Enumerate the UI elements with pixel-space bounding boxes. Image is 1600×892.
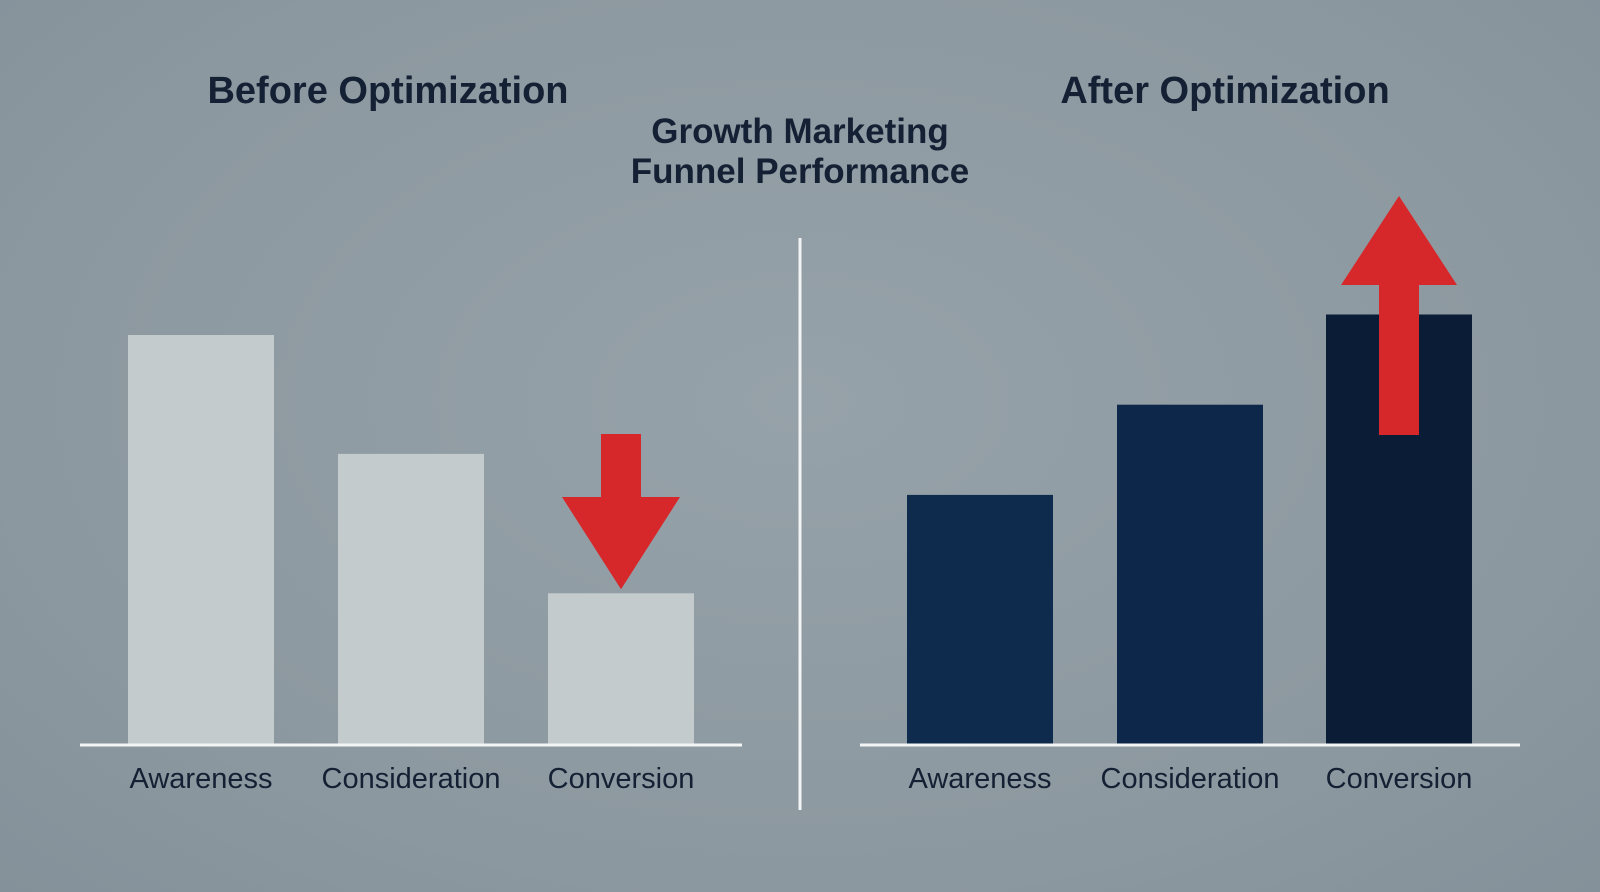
after-tick-label-awareness: Awareness	[909, 763, 1052, 795]
after-chart-title: After Optimization	[1060, 70, 1390, 112]
before-bar-awareness	[128, 335, 274, 745]
after-bar-consideration	[1117, 404, 1263, 745]
main-title: Growth Marketing Funnel Performance	[500, 112, 1100, 192]
before-bar-consideration	[338, 453, 484, 745]
before-tick-label-conversion: Conversion	[548, 763, 695, 795]
before-bar-conversion	[548, 593, 694, 745]
after-bar-awareness	[907, 494, 1053, 745]
down-arrow-icon	[562, 434, 680, 590]
after-tick-label-consideration: Consideration	[1101, 763, 1280, 795]
main-title-line-1: Growth Marketing	[651, 112, 949, 151]
before-tick-label-consideration: Consideration	[322, 763, 501, 795]
up-arrow-icon	[1341, 196, 1457, 435]
main-title-line-2: Funnel Performance	[630, 152, 970, 191]
before-chart-title: Before Optimization	[207, 70, 569, 112]
before-chart: Awareness Consideration Conversion	[80, 335, 742, 795]
before-tick-label-awareness: Awareness	[130, 763, 273, 795]
after-chart: Awareness Consideration Conversion	[860, 196, 1520, 795]
after-tick-label-conversion: Conversion	[1326, 763, 1473, 795]
